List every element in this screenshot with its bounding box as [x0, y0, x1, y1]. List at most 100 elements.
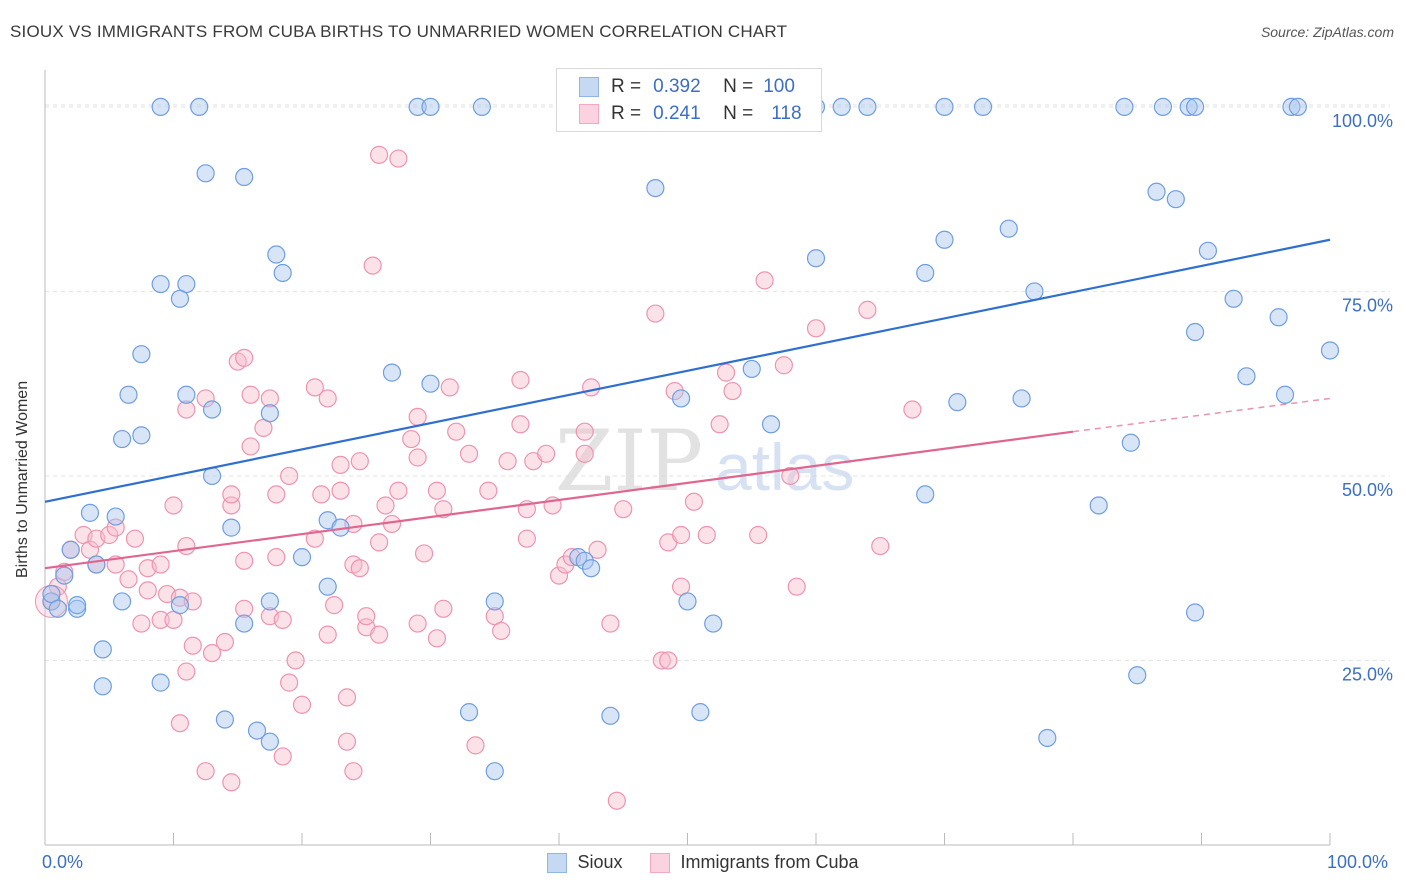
cuba-point-130 [466, 736, 485, 755]
cuba-point-50 [318, 389, 337, 408]
sioux-point-29 [1198, 241, 1218, 260]
cuba-point-111 [749, 525, 768, 545]
cuba-point-117 [858, 300, 877, 319]
source-credit: Source: ZipAtlas.com [1260, 24, 1394, 40]
cuba-point-92 [575, 444, 594, 463]
cuba-point-98 [614, 500, 633, 519]
watermark-atlas: atlas [715, 430, 854, 504]
series-legend-label-sioux: Sioux [577, 852, 623, 872]
cuba-point-66 [389, 481, 408, 500]
sioux-point-88 [459, 703, 479, 722]
sioux-point-39 [382, 363, 402, 382]
cuba-point-110 [723, 381, 742, 401]
sioux-point-52 [132, 426, 151, 445]
cuba-point-22 [164, 496, 183, 515]
legend-r-label: R = [611, 103, 642, 124]
cuba-point-115 [787, 577, 806, 596]
cuba-point-82 [498, 452, 517, 471]
cuba-point-89 [549, 566, 569, 585]
sioux-point-63 [61, 540, 80, 559]
cuba-point-91 [575, 422, 594, 441]
y-tick-label-25: 25.0% [1342, 664, 1393, 684]
sioux-point-79 [485, 592, 504, 611]
cuba-point-20 [177, 536, 196, 556]
y-tick-label-100: 100.0% [1332, 111, 1393, 131]
cuba-point-81 [492, 621, 511, 641]
sioux-point-12 [1115, 97, 1134, 117]
cuba-point-45 [280, 466, 299, 486]
sioux-point-66 [42, 592, 61, 611]
cuba-point-95 [588, 540, 607, 559]
sioux-point-82 [235, 614, 254, 633]
series-legend: Sioux Immigrants from Cuba [0, 852, 1406, 873]
sioux-point-35 [1269, 308, 1288, 327]
trend-line-cuba-extension [1072, 397, 1331, 433]
legend-n-value-cuba: 118 [771, 103, 802, 124]
sioux-point-27 [806, 249, 826, 268]
cuba-point-126 [337, 732, 357, 751]
legend-row-cuba: R = 0.241 N = 118 [579, 101, 802, 127]
cuba-point-11 [119, 570, 138, 589]
sioux-point-23 [999, 219, 1018, 238]
sioux-point-64 [87, 555, 106, 574]
sioux-point-24 [935, 230, 954, 249]
cuba-point-75 [427, 629, 447, 648]
sioux-point-94 [1038, 728, 1057, 748]
sioux-point-22 [1166, 190, 1185, 209]
cuba-point-52 [331, 455, 350, 474]
sioux-point-80 [48, 599, 67, 618]
cuba-point-104 [671, 525, 691, 545]
legend-r-value-sioux: 0.392 [653, 76, 701, 97]
trend-line-sioux [44, 238, 1331, 503]
sioux-point-18 [196, 164, 215, 183]
sioux-point-57 [1089, 496, 1108, 515]
sioux-point-0 [151, 97, 170, 117]
cuba-point-23 [177, 400, 196, 419]
cuba-point-106 [684, 492, 704, 511]
cuba-point-99 [646, 304, 665, 323]
y-tick-labels: 25.0% 50.0% 75.0% 100.0% [1332, 111, 1393, 685]
sioux-point-92 [247, 721, 267, 740]
cuba-point-46 [305, 529, 324, 548]
sioux-point-69 [68, 596, 87, 615]
cuba-point-124 [273, 747, 292, 766]
cuba-point-76 [440, 378, 459, 397]
sioux-point-93 [260, 732, 279, 751]
sioux-point-51 [761, 415, 781, 434]
cuba-point-48 [318, 625, 337, 644]
cuba-point-30 [222, 485, 241, 504]
sioux-point-53 [112, 429, 132, 449]
sioux-point-3 [421, 97, 440, 117]
sioux-point-87 [151, 673, 170, 692]
sioux-point-30 [151, 274, 170, 294]
sioux-point-42 [177, 385, 196, 404]
sioux-point-11 [973, 97, 993, 117]
sioux-point-4 [472, 97, 491, 117]
cuba-point-27 [202, 643, 222, 663]
cuba-point-128 [370, 145, 389, 164]
sioux-point-73 [318, 577, 337, 596]
cuba-point-36 [235, 348, 254, 367]
series-legend-swatch-sioux [547, 852, 568, 873]
legend-swatch-sioux [579, 77, 599, 97]
sioux-point-20 [646, 178, 665, 198]
sioux-point-28 [916, 263, 935, 283]
sioux-point-56 [916, 485, 935, 504]
cuba-point-21 [151, 555, 170, 574]
trend-lines [44, 238, 1331, 570]
legend-row-sioux: R = 0.392 N = 100 [579, 74, 795, 100]
cuba-point-72 [427, 481, 447, 500]
cuba-point-121 [170, 714, 190, 733]
trend-line-cuba [44, 430, 1074, 570]
cuba-point-25 [196, 389, 215, 408]
cuba-point-63 [376, 496, 395, 515]
sioux-point-84 [93, 640, 112, 659]
series-sioux-points [42, 97, 1340, 781]
cuba-point-68 [408, 448, 427, 467]
gridlines [45, 104, 1390, 661]
sioux-point-78 [678, 592, 697, 611]
cuba-point-31 [235, 599, 254, 618]
series-legend-swatch-cuba [650, 852, 671, 873]
cuba-point-103 [665, 381, 684, 401]
cuba-point-79 [479, 481, 498, 500]
